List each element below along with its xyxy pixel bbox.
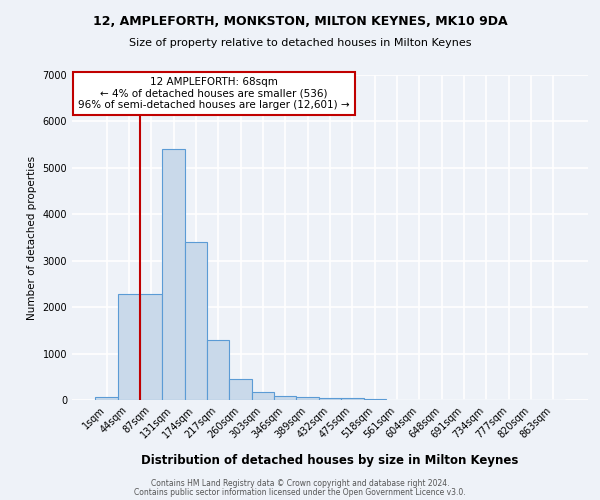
Bar bbox=[229, 378, 252, 400]
X-axis label: Distribution of detached houses by size in Milton Keynes: Distribution of detached houses by size … bbox=[142, 454, 518, 467]
Text: Contains public sector information licensed under the Open Government Licence v3: Contains public sector information licen… bbox=[134, 488, 466, 497]
Bar bbox=[341, 398, 364, 400]
Bar bbox=[296, 396, 319, 400]
Y-axis label: Number of detached properties: Number of detached properties bbox=[27, 156, 37, 320]
Text: 12, AMPLEFORTH, MONKSTON, MILTON KEYNES, MK10 9DA: 12, AMPLEFORTH, MONKSTON, MILTON KEYNES,… bbox=[92, 15, 508, 28]
Bar bbox=[319, 398, 341, 400]
Text: 12 AMPLEFORTH: 68sqm
← 4% of detached houses are smaller (536)
96% of semi-detac: 12 AMPLEFORTH: 68sqm ← 4% of detached ho… bbox=[78, 77, 350, 110]
Bar bbox=[274, 396, 296, 400]
Bar bbox=[207, 340, 229, 400]
Bar bbox=[185, 242, 207, 400]
Bar bbox=[118, 294, 140, 400]
Text: Contains HM Land Registry data © Crown copyright and database right 2024.: Contains HM Land Registry data © Crown c… bbox=[151, 479, 449, 488]
Bar bbox=[140, 294, 163, 400]
Text: Size of property relative to detached houses in Milton Keynes: Size of property relative to detached ho… bbox=[129, 38, 471, 48]
Bar bbox=[163, 150, 185, 400]
Bar bbox=[95, 396, 118, 400]
Bar bbox=[252, 392, 274, 400]
